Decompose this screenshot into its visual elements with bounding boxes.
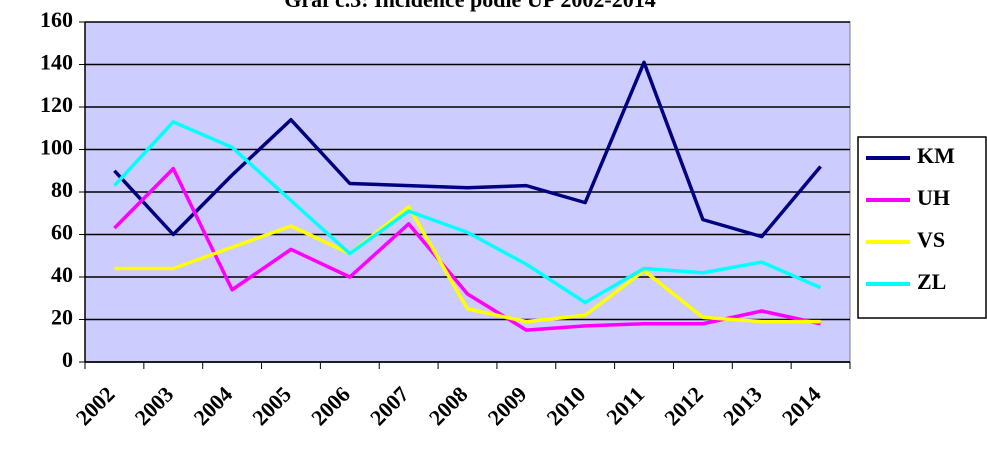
x-tick-label: 2013: [718, 381, 767, 430]
series-line: [114, 205, 821, 324]
x-tick-label: 2003: [130, 381, 179, 430]
y-tick-label: 160: [40, 7, 73, 32]
x-tick-label: 2014: [777, 381, 826, 430]
x-tick-label: 2011: [601, 381, 649, 429]
legend-label: UH: [917, 185, 950, 210]
y-tick-label: 120: [40, 92, 73, 117]
series-line: [113, 60, 822, 239]
legend-label: VS: [917, 227, 945, 252]
series-line: [113, 166, 821, 332]
x-tick-label: 2005: [247, 381, 296, 430]
x-tick-label: 2002: [71, 381, 120, 430]
x-tick-label: 2007: [365, 381, 414, 430]
x-tick-label: 2010: [542, 381, 591, 430]
x-tick-label: 2004: [188, 381, 237, 430]
legend-label: KM: [917, 143, 955, 168]
y-tick-label: 20: [51, 305, 73, 330]
chart-title: Graf č.3: Incidence podle ÚP 2002-2014: [284, 0, 656, 12]
x-tick-label: 2008: [424, 381, 473, 430]
y-tick-label: 0: [62, 347, 73, 372]
x-tick-label: 2009: [483, 381, 532, 430]
legend-label: ZL: [917, 269, 946, 294]
y-tick-label: 100: [40, 135, 73, 160]
x-tick-label: 2006: [306, 381, 355, 430]
y-tick-label: 40: [51, 262, 73, 287]
y-tick-label: 80: [51, 177, 73, 202]
series-line: [113, 120, 822, 305]
x-tick-label: 2012: [659, 381, 708, 430]
legend-box: [857, 136, 987, 319]
y-tick-label: 140: [40, 50, 73, 75]
y-tick-label: 60: [51, 220, 73, 245]
